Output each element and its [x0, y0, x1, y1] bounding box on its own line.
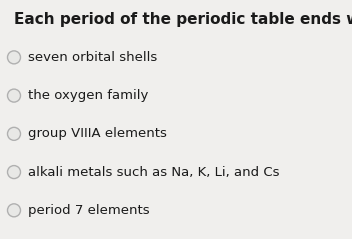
Ellipse shape	[7, 89, 20, 102]
Text: alkali metals such as Na, K, Li, and Cs: alkali metals such as Na, K, Li, and Cs	[28, 166, 279, 179]
Ellipse shape	[7, 204, 20, 217]
Ellipse shape	[7, 166, 20, 179]
Text: the oxygen family: the oxygen family	[28, 89, 149, 102]
Ellipse shape	[7, 51, 20, 64]
Ellipse shape	[7, 127, 20, 140]
Text: Each period of the periodic table ends with:: Each period of the periodic table ends w…	[14, 12, 352, 27]
Text: period 7 elements: period 7 elements	[28, 204, 150, 217]
Text: seven orbital shells: seven orbital shells	[28, 51, 157, 64]
Text: group VIIIA elements: group VIIIA elements	[28, 127, 167, 140]
